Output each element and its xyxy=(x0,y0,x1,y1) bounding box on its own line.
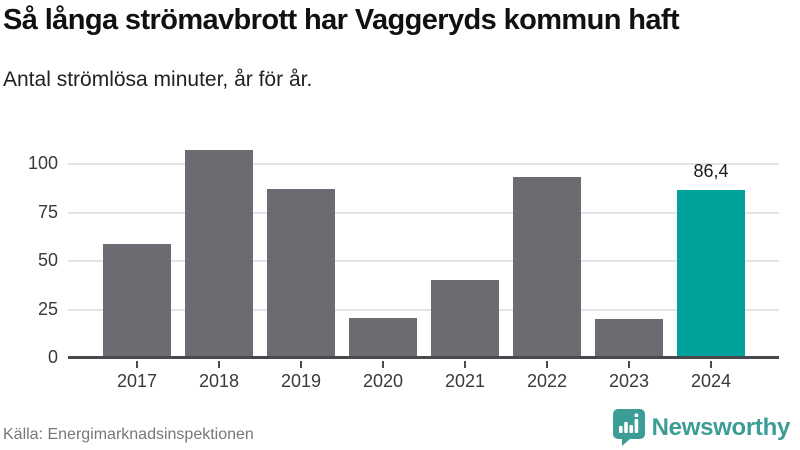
y-tick-label: 25 xyxy=(37,298,58,319)
x-tick-label: 2017 xyxy=(116,371,158,391)
bar-2024 xyxy=(677,190,745,358)
gridline xyxy=(68,211,779,214)
bar-band: 2022 xyxy=(506,140,588,391)
gridline xyxy=(68,308,779,311)
bar-2017 xyxy=(103,244,171,358)
bar-2021 xyxy=(431,279,499,358)
chart-subtitle: Antal strömlösa minuter, år för år. xyxy=(3,68,313,91)
chart-title: Så långa strömavbrott har Vaggeryds komm… xyxy=(3,4,680,36)
plot-area: 2017 2018 2019 2020 2021 2022 2023 86,4 2024 xyxy=(68,140,779,391)
x-tick-label: 2021 xyxy=(444,371,486,391)
bar-band: 86,4 2024 xyxy=(670,140,752,391)
y-tick-label: 50 xyxy=(37,250,58,271)
gridline xyxy=(68,260,779,263)
x-tick-label: 2024 xyxy=(690,371,732,391)
y-tick-label: 75 xyxy=(37,201,58,222)
x-axis-tick xyxy=(136,361,138,368)
x-axis-tick xyxy=(300,361,302,368)
bar-2023 xyxy=(595,318,663,358)
bar-band: 2021 xyxy=(424,140,506,391)
bar-band: 2020 xyxy=(342,140,424,391)
bars-row: 2017 2018 2019 2020 2021 2022 2023 86,4 2024 xyxy=(96,140,752,391)
bar-band: 2018 xyxy=(178,140,260,391)
x-tick-label: 2023 xyxy=(608,371,650,391)
newsworthy-chart-bubble-icon xyxy=(612,409,645,446)
value-label: 86,4 xyxy=(693,161,729,182)
source-credit: Källa: Energimarknadsinspektionen xyxy=(3,426,254,443)
bar-2022 xyxy=(513,177,581,358)
x-tick-label: 2022 xyxy=(526,371,568,391)
x-axis-tick xyxy=(464,361,466,368)
bar-band: 2019 xyxy=(260,140,342,391)
x-axis-tick xyxy=(546,361,548,368)
bar-2020 xyxy=(349,318,417,358)
x-axis-tick xyxy=(218,361,220,368)
bar-band: 2023 xyxy=(588,140,670,391)
x-axis-tick xyxy=(628,361,630,368)
newsworthy-brand-name: Newsworthy xyxy=(651,413,791,441)
gridline xyxy=(68,163,779,166)
y-axis-labels: 0 25 50 75 100 xyxy=(0,140,58,367)
bar-band: 2017 xyxy=(96,140,178,391)
x-tick-label: 2020 xyxy=(362,371,404,391)
y-tick-label: 100 xyxy=(27,153,58,174)
bar-2018 xyxy=(185,149,253,358)
newsworthy-brand-link[interactable]: Newsworthy xyxy=(612,409,791,446)
x-axis-tick xyxy=(382,361,384,368)
bar-2019 xyxy=(267,188,335,358)
x-tick-label: 2019 xyxy=(280,371,322,391)
x-tick-label: 2018 xyxy=(198,371,240,391)
y-tick-label: 0 xyxy=(47,347,58,367)
x-axis-tick xyxy=(710,361,712,368)
x-axis-line xyxy=(68,356,779,359)
